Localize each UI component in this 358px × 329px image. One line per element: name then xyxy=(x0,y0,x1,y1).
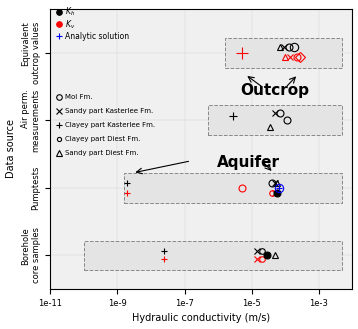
Text: Outcrop: Outcrop xyxy=(241,83,310,98)
Text: Aquifer: Aquifer xyxy=(217,155,280,170)
Text: $K_v$: $K_v$ xyxy=(66,18,76,31)
Text: Clayey part Diest Fm.: Clayey part Diest Fm. xyxy=(66,136,141,142)
Text: Sandy part Kasterlee Fm.: Sandy part Kasterlee Fm. xyxy=(66,108,154,114)
X-axis label: Hydraulic conductivity (m/s): Hydraulic conductivity (m/s) xyxy=(132,314,270,323)
Bar xyxy=(124,173,342,203)
Bar xyxy=(84,240,342,270)
Text: Mol Fm.: Mol Fm. xyxy=(66,93,93,100)
Text: Sandy part Diest Fm.: Sandy part Diest Fm. xyxy=(66,150,139,156)
Text: Analytic solution: Analytic solution xyxy=(66,32,130,41)
Bar xyxy=(208,105,342,135)
Text: $K_h$: $K_h$ xyxy=(66,6,76,18)
Y-axis label: Data source: Data source xyxy=(6,119,15,178)
Bar xyxy=(225,38,342,67)
Text: Clayey part Kasterlee Fm.: Clayey part Kasterlee Fm. xyxy=(66,122,155,128)
